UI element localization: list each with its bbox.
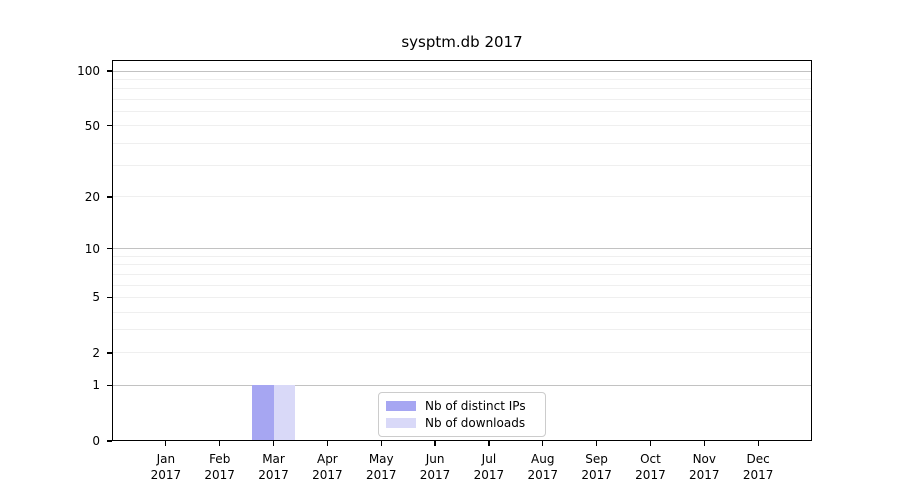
x-axis-tick bbox=[434, 441, 436, 446]
gridline-major bbox=[112, 70, 812, 72]
legend-label-distinct-ips: Nb of distinct IPs bbox=[425, 399, 526, 413]
legend-entry-distinct-ips: Nb of distinct IPs bbox=[386, 399, 537, 413]
y-axis-tick bbox=[107, 384, 112, 387]
gridline-minor bbox=[112, 125, 812, 127]
y-tick-label: 100 bbox=[77, 64, 100, 79]
gridline-minor bbox=[112, 329, 812, 331]
plot-area bbox=[112, 60, 812, 441]
x-axis-tick bbox=[703, 441, 705, 446]
axes-spines bbox=[112, 60, 812, 441]
x-axis-tick bbox=[649, 441, 652, 446]
y-tick-label: 10 bbox=[84, 241, 100, 256]
gridline-minor bbox=[112, 264, 812, 266]
gridline-minor bbox=[112, 273, 812, 275]
gridline-minor bbox=[112, 255, 812, 257]
gridline-minor bbox=[112, 311, 812, 313]
y-tick-label: 20 bbox=[84, 189, 100, 204]
legend-swatch-distinct-ips bbox=[386, 401, 416, 411]
x-axis-tick bbox=[488, 441, 490, 446]
gridline-minor bbox=[112, 88, 812, 90]
gridline-minor bbox=[112, 78, 812, 80]
gridline-minor bbox=[112, 296, 812, 298]
x-tick-label: Oct 2017 bbox=[635, 452, 666, 482]
y-tick-label: 2 bbox=[92, 345, 100, 360]
chart-title: sysptm.db 2017 bbox=[401, 33, 523, 51]
x-tick-label: Nov 2017 bbox=[689, 452, 720, 482]
gridline-major bbox=[112, 248, 812, 250]
y-tick-label: 1 bbox=[92, 378, 100, 393]
gridline-major bbox=[112, 384, 812, 386]
y-axis-tick bbox=[107, 352, 112, 354]
y-axis-tick bbox=[107, 70, 112, 72]
x-tick-label: Mar 2017 bbox=[258, 452, 289, 482]
gridline-minor bbox=[112, 196, 812, 198]
y-axis-tick bbox=[107, 125, 112, 127]
gridline-minor bbox=[112, 352, 812, 354]
legend-label-downloads: Nb of downloads bbox=[425, 416, 526, 430]
gridline-minor bbox=[112, 98, 812, 100]
x-axis-tick bbox=[326, 441, 328, 446]
x-axis-tick bbox=[219, 441, 221, 446]
legend-swatch-downloads bbox=[386, 418, 416, 428]
y-tick-label: 5 bbox=[92, 290, 100, 305]
legend: Nb of distinct IPs Nb of downloads bbox=[378, 392, 546, 437]
y-axis-tick bbox=[107, 248, 112, 250]
x-axis-tick bbox=[757, 441, 759, 446]
x-tick-label: Apr 2017 bbox=[312, 452, 343, 482]
bar-nb-of-downloads bbox=[273, 385, 296, 441]
x-axis-tick bbox=[380, 441, 382, 446]
bar-nb-of-distinct-ips bbox=[252, 385, 274, 441]
x-axis-tick bbox=[165, 441, 167, 446]
x-tick-label: Feb 2017 bbox=[204, 452, 235, 482]
x-tick-label: Jan 2017 bbox=[150, 452, 182, 482]
x-tick-label: Jul 2017 bbox=[473, 452, 505, 482]
x-axis-tick bbox=[272, 441, 275, 446]
gridline-minor bbox=[112, 284, 812, 286]
y-axis-tick bbox=[107, 196, 112, 198]
gridline-minor bbox=[112, 111, 812, 112]
x-tick-label: Aug 2017 bbox=[527, 452, 559, 482]
x-tick-label: May 2017 bbox=[365, 452, 397, 482]
y-axis-tick bbox=[107, 296, 112, 298]
x-tick-label: Sep 2017 bbox=[581, 452, 612, 482]
x-tick-label: Dec 2017 bbox=[742, 452, 774, 482]
gridline-minor bbox=[112, 142, 812, 144]
y-tick-label: 50 bbox=[84, 118, 100, 133]
x-axis-tick bbox=[596, 441, 598, 446]
gridline-minor bbox=[112, 165, 812, 167]
legend-entry-downloads: Nb of downloads bbox=[386, 416, 537, 430]
y-tick-label: 0 bbox=[92, 434, 100, 448]
x-axis-tick bbox=[542, 441, 544, 446]
y-axis-tick bbox=[107, 440, 112, 442]
x-tick-label: Jun 2017 bbox=[419, 452, 451, 482]
